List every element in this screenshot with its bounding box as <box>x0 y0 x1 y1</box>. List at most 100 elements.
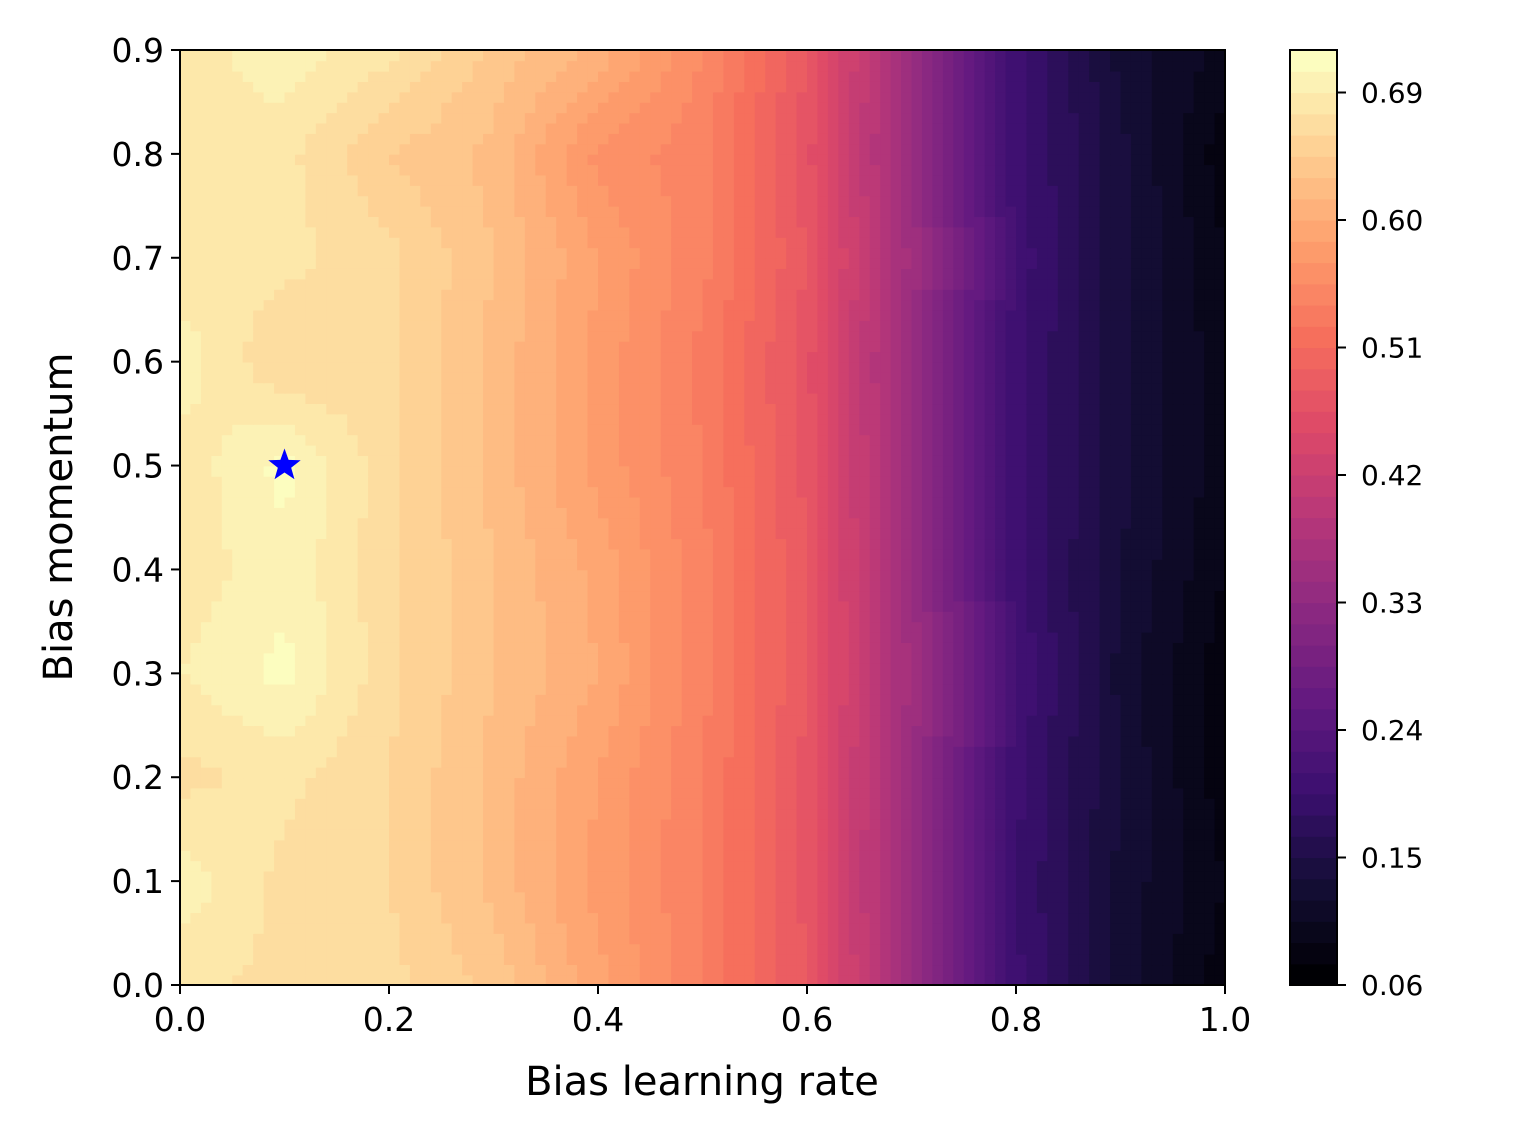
contour-cell <box>357 486 369 498</box>
contour-cell <box>786 559 798 571</box>
contour-cell <box>671 808 683 820</box>
contour-cell <box>869 652 881 664</box>
contour-cell <box>1183 475 1195 488</box>
contour-cell <box>995 891 1007 903</box>
contour-cell <box>483 725 495 737</box>
contour-cell <box>263 611 275 623</box>
contour-cell <box>556 829 568 841</box>
contour-cell <box>1172 704 1184 716</box>
contour-cell <box>274 766 286 779</box>
contour-cell <box>535 662 547 675</box>
contour-cell <box>1016 527 1028 540</box>
contour-cell <box>639 912 652 924</box>
contour-cell <box>1141 714 1153 727</box>
contour-cell <box>911 922 923 934</box>
contour-cell <box>650 953 662 966</box>
contour-cell <box>723 933 735 945</box>
contour-cell <box>577 694 589 706</box>
contour-cell <box>921 891 934 903</box>
contour-cell <box>399 943 411 955</box>
contour-cell <box>587 590 599 602</box>
contour-cell <box>441 891 453 903</box>
contour-cell <box>357 912 369 924</box>
contour-cell <box>1057 953 1070 966</box>
contour-cell <box>430 787 443 799</box>
contour-cell <box>462 486 474 498</box>
contour-cell <box>995 673 1007 685</box>
contour-cell <box>754 881 766 893</box>
contour-cell <box>723 735 735 747</box>
contour-cell <box>409 579 422 592</box>
contour-cell <box>483 611 495 623</box>
contour-cell <box>681 818 693 830</box>
contour-cell <box>618 652 631 664</box>
contour-cell <box>535 517 547 529</box>
contour-cell <box>639 621 652 633</box>
contour-cell <box>409 766 422 779</box>
contour-cell <box>953 735 965 747</box>
contour-cell <box>284 787 296 799</box>
contour-cell <box>1214 611 1225 623</box>
contour-cell <box>712 683 725 695</box>
contour-cell <box>817 569 829 581</box>
contour-cell <box>681 974 693 985</box>
contour-cell <box>911 746 923 758</box>
contour-cell <box>869 964 881 976</box>
contour-cell <box>744 725 756 737</box>
contour-cell <box>838 683 850 695</box>
contour-cell <box>953 714 965 727</box>
contour-cell <box>326 611 338 623</box>
contour-cell <box>556 465 568 477</box>
contour-cell <box>807 621 819 633</box>
contour-cell <box>577 860 589 872</box>
contour-cell <box>1193 673 1205 685</box>
contour-cell <box>974 694 986 706</box>
contour-cell <box>629 465 641 477</box>
contour-cell <box>671 631 683 643</box>
contour-cell <box>942 725 955 737</box>
contour-cell <box>911 818 923 830</box>
contour-cell <box>765 652 777 664</box>
contour-cell <box>1078 725 1090 737</box>
contour-cell <box>775 912 787 924</box>
contour-cell <box>587 611 599 623</box>
contour-cell <box>545 559 557 571</box>
contour-cell <box>765 631 777 643</box>
contour-cell <box>848 922 861 934</box>
contour-cell <box>838 881 850 893</box>
contour-cell <box>190 652 202 664</box>
contour-cell <box>618 569 631 581</box>
contour-cell <box>639 860 652 872</box>
contour-cell <box>650 901 662 914</box>
contour-cell <box>618 642 631 654</box>
contour-cell <box>942 611 955 623</box>
contour-cell <box>409 694 422 706</box>
contour-cell <box>483 673 495 685</box>
contour-cell <box>294 725 307 737</box>
contour-cell <box>1183 548 1195 560</box>
contour-cell <box>357 974 369 985</box>
contour-cell <box>848 642 861 654</box>
contour-cell <box>921 818 934 830</box>
contour-cell <box>263 964 275 976</box>
contour-cell <box>1193 756 1205 768</box>
contour-cell <box>1026 621 1038 633</box>
contour-cell <box>430 808 443 820</box>
contour-cell <box>263 621 275 633</box>
contour-cell <box>524 933 537 945</box>
contour-cell <box>942 548 955 560</box>
contour-cell <box>253 839 265 851</box>
contour-cell <box>786 475 798 488</box>
contour-cell <box>357 631 369 643</box>
contour-cell <box>807 704 819 716</box>
contour-cell <box>221 860 234 872</box>
contour-cell <box>493 735 505 747</box>
contour-cell <box>932 787 944 799</box>
contour-cell <box>503 849 516 862</box>
contour-cell <box>180 901 192 914</box>
contour-cell <box>399 652 411 664</box>
contour-cell <box>472 465 484 477</box>
contour-cell <box>284 652 296 664</box>
contour-cell <box>503 787 516 799</box>
contour-cell <box>1005 704 1017 716</box>
